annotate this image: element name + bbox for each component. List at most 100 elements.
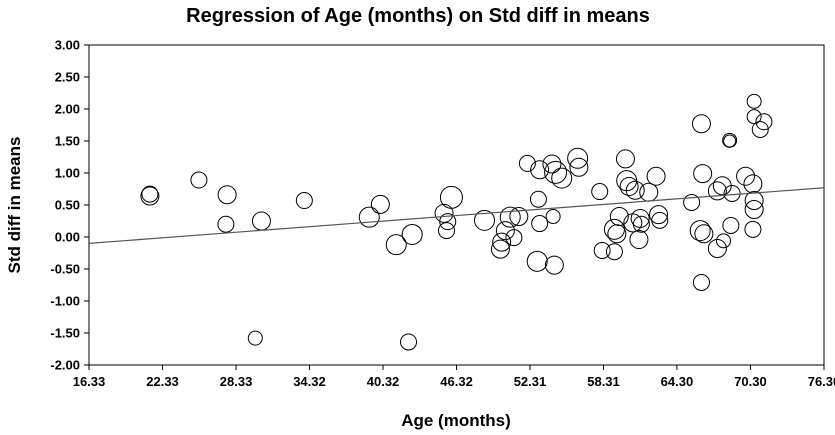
data-point xyxy=(400,333,418,351)
y-tick-label: 2.50 xyxy=(55,70,80,85)
data-point xyxy=(542,154,562,174)
data-point xyxy=(603,218,625,240)
data-point xyxy=(744,220,762,238)
data-point xyxy=(639,182,659,202)
x-axis: 16.33 22.33 28.33 34.32 40.32 46.32 52.31 58.31… xyxy=(73,365,835,389)
x-tick-label: 28.33 xyxy=(220,374,253,389)
x-axis-label: Age (months) xyxy=(401,411,511,430)
y-tick-label: 0.50 xyxy=(55,198,80,213)
data-point xyxy=(190,171,208,189)
y-tick-label: 3.00 xyxy=(55,38,80,53)
data-point xyxy=(649,205,669,225)
x-tick-label: 46.32 xyxy=(440,374,473,389)
data-point xyxy=(140,186,160,206)
data-points xyxy=(140,93,773,351)
data-point xyxy=(693,164,713,184)
data-point xyxy=(694,224,714,244)
data-point xyxy=(434,203,454,223)
data-point xyxy=(707,239,727,259)
y-tick-label: 2.00 xyxy=(55,102,80,117)
data-point xyxy=(531,215,549,233)
data-point xyxy=(401,223,423,245)
data-point xyxy=(625,180,645,200)
data-point xyxy=(530,160,550,180)
data-point xyxy=(569,157,589,177)
data-point xyxy=(736,166,756,186)
x-tick-label: 34.32 xyxy=(293,374,326,389)
data-point xyxy=(495,221,515,241)
data-point xyxy=(629,230,649,250)
data-point xyxy=(358,206,380,228)
data-point xyxy=(646,166,666,186)
x-tick-label: 64.30 xyxy=(661,374,694,389)
data-point xyxy=(689,220,711,242)
data-point xyxy=(630,208,650,228)
data-point xyxy=(492,232,512,252)
data-point xyxy=(755,113,773,131)
y-tick-label: -1.50 xyxy=(50,326,80,341)
x-tick-label: 76.30 xyxy=(808,374,835,389)
plot-area-frame xyxy=(88,44,825,366)
data-point xyxy=(518,154,536,172)
data-point xyxy=(746,93,762,109)
data-point xyxy=(651,211,669,229)
data-point xyxy=(715,233,731,249)
y-tick-label: 1.00 xyxy=(55,166,80,181)
data-point xyxy=(439,213,457,231)
data-point xyxy=(744,199,764,219)
data-point xyxy=(251,211,271,231)
data-point xyxy=(509,207,529,227)
data-point xyxy=(141,185,159,203)
data-point xyxy=(593,241,611,259)
data-point xyxy=(632,215,650,233)
y-tick-label: -2.00 xyxy=(50,358,80,373)
data-point xyxy=(499,206,521,228)
data-point xyxy=(217,215,235,233)
data-point xyxy=(723,134,737,148)
data-point xyxy=(490,239,510,259)
data-point xyxy=(370,194,390,214)
data-point xyxy=(619,176,639,196)
data-point xyxy=(751,120,769,138)
x-tick-label: 52.31 xyxy=(514,374,547,389)
data-point xyxy=(439,185,463,209)
data-point xyxy=(505,229,523,247)
data-point xyxy=(438,222,456,240)
data-point xyxy=(474,209,496,231)
data-point xyxy=(295,192,313,210)
y-axis-label: Std diff in means xyxy=(5,137,24,274)
data-point xyxy=(722,216,740,234)
data-point xyxy=(707,181,727,201)
data-point xyxy=(609,207,629,227)
data-point xyxy=(217,185,237,205)
data-point xyxy=(529,190,547,208)
y-tick-label: -1.00 xyxy=(50,294,80,309)
x-tick-label: 40.32 xyxy=(367,374,400,389)
x-tick-label: 70.30 xyxy=(734,374,767,389)
data-point xyxy=(526,250,548,272)
data-point xyxy=(544,255,564,275)
y-axis: 3.00 2.50 2.00 1.50 1.00 0.50 0.00 -0.50 -1.00 -1… xyxy=(50,38,89,373)
data-point xyxy=(567,147,589,169)
x-tick-label: 22.33 xyxy=(146,374,179,389)
data-point xyxy=(591,183,609,201)
data-point xyxy=(615,149,635,169)
data-point xyxy=(247,330,263,346)
x-tick-label: 58.31 xyxy=(587,374,620,389)
data-point xyxy=(743,174,763,194)
data-point xyxy=(385,234,407,256)
data-point xyxy=(744,191,764,211)
data-point xyxy=(544,160,568,184)
data-point xyxy=(691,114,711,134)
data-point xyxy=(605,243,623,261)
data-point xyxy=(683,193,701,211)
y-tick-label: 1.50 xyxy=(55,134,80,149)
y-tick-label: 0.00 xyxy=(55,230,80,245)
x-tick-label: 16.33 xyxy=(73,374,106,389)
regression-line xyxy=(88,187,825,244)
data-point xyxy=(692,273,710,291)
y-tick-label: -0.50 xyxy=(50,262,80,277)
data-point xyxy=(551,167,573,189)
chart-title: Regression of Age (months) on Std diff i… xyxy=(186,5,650,27)
